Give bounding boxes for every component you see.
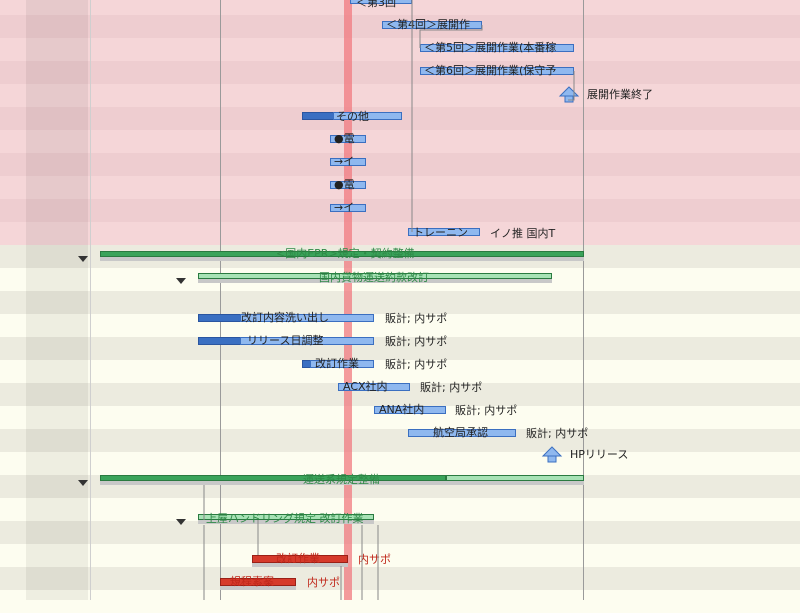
gantt-row [0, 84, 800, 107]
task-bar-remaining [333, 112, 402, 120]
task-label: ●電 [334, 178, 355, 191]
summary-bar[interactable] [198, 273, 552, 279]
summary-bar-shadow [100, 481, 584, 485]
task-bar[interactable] [338, 383, 410, 391]
gantt-row [0, 452, 800, 475]
task-label: 改訂作業 [276, 552, 320, 565]
resource-label: 展開作業終了 [587, 88, 653, 101]
task-bar[interactable] [220, 578, 296, 586]
gantt-row [0, 383, 800, 406]
task-label: ＜第4回＞展開作 [386, 18, 470, 31]
task-label: リリース日調整 [247, 334, 324, 347]
milestone-icon[interactable] [541, 446, 563, 464]
task-bar[interactable] [330, 181, 366, 189]
task-label: ANA社内 [379, 403, 425, 416]
task-label: ＜第6回＞展開作業(保守予 [424, 64, 557, 77]
outline-column [26, 0, 88, 600]
gantt-row [0, 0, 800, 15]
gantt-row [0, 521, 800, 544]
task-bar[interactable] [408, 429, 516, 437]
resource-label: 内サポ [307, 576, 340, 589]
task-bar[interactable] [330, 158, 366, 166]
resource-label: イノ推 国内T [490, 227, 556, 240]
gantt-row [0, 406, 800, 429]
gantt-row [0, 429, 800, 452]
task-bar-remaining [310, 360, 374, 368]
task-label: トレーニン [413, 226, 468, 239]
resource-label: 販計; 内サポ [455, 404, 518, 417]
gantt-row [0, 544, 800, 567]
collapse-triangle-icon[interactable] [78, 480, 88, 486]
task-bar-remaining [240, 314, 374, 322]
gantt-row [0, 176, 800, 199]
task-bar[interactable] [252, 555, 348, 563]
task-bar[interactable] [374, 406, 446, 414]
today-line [344, 0, 352, 600]
task-label: ＜第3回 [356, 0, 396, 9]
resource-label: HPリリース [570, 448, 629, 461]
task-label: 改訂作業 [315, 357, 359, 370]
task-bar[interactable] [408, 228, 480, 236]
grid-line [90, 0, 91, 600]
summary-bar[interactable] [100, 251, 584, 257]
gantt-row [0, 61, 800, 84]
gantt-row [0, 199, 800, 222]
task-bar-shadow [220, 586, 296, 590]
dependency-lines [203, 0, 575, 600]
task-label: →イ [334, 201, 355, 214]
summary-bar-shadow [198, 279, 552, 283]
collapse-triangle-icon[interactable] [78, 256, 88, 262]
task-bar[interactable] [330, 135, 366, 143]
task-label: 航空局承認 [433, 426, 488, 439]
gantt-row [0, 567, 800, 590]
summary-bar-shadow [198, 520, 374, 524]
task-label: →イ [334, 155, 355, 168]
task-bar-remaining [240, 337, 374, 345]
resource-label: 販計; 内サポ [385, 335, 448, 348]
summary-bar-remaining [446, 475, 584, 481]
gantt-row [0, 291, 800, 314]
gantt-row [0, 153, 800, 176]
task-label: その他 [336, 110, 369, 123]
gantt-row [0, 130, 800, 153]
summary-bar[interactable] [198, 514, 374, 520]
group-label: 運送系規定整備 [303, 473, 380, 486]
summary-bar[interactable] [100, 475, 446, 481]
task-label: ●電 [334, 132, 355, 145]
resource-label: 販計; 内サポ [420, 381, 483, 394]
summary-bar-shadow [100, 257, 584, 261]
grid-line [583, 0, 584, 600]
group-label: 上屋ハンドリング規定 改訂作業 [206, 512, 364, 525]
group-label: 国内貨物運送約款改訂 [319, 271, 429, 284]
gantt-row [0, 38, 800, 61]
grid-line [220, 0, 221, 600]
task-label: 改訂内容洗い出し [241, 311, 329, 324]
collapse-triangle-icon[interactable] [176, 278, 186, 284]
resource-label: 販計; 内サポ [385, 358, 448, 371]
task-bar-shadow [252, 563, 348, 567]
resource-label: 販計; 内サポ [526, 427, 589, 440]
resource-label: 内サポ [358, 553, 391, 566]
collapse-triangle-icon[interactable] [176, 519, 186, 525]
group-label: <国内EPR>規定・契約整備 [276, 247, 415, 260]
gantt-row [0, 360, 800, 383]
task-bar[interactable] [330, 204, 366, 212]
gantt-row [0, 222, 800, 245]
resource-label: 販計; 内サポ [385, 312, 448, 325]
task-label: ACX社内 [343, 380, 388, 393]
task-label: ＜第5回＞展開作業(本番稼 [424, 41, 557, 54]
task-label: 規程素案 [230, 575, 274, 588]
